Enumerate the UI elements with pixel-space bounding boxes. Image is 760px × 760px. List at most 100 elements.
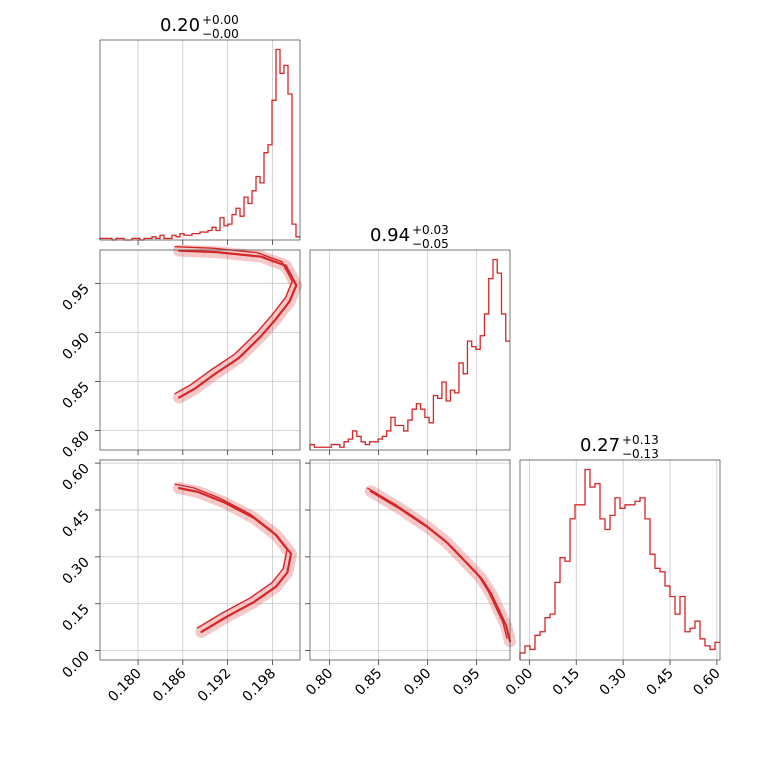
histogram-panel-2: 0.00 0.15 0.30 0.45 0.60 0.27 +0.13−0.13 bbox=[503, 433, 724, 699]
sample-point bbox=[206, 631, 209, 634]
sample-point bbox=[510, 628, 513, 631]
sample-point bbox=[498, 617, 501, 620]
x-tick-label: 0.90 bbox=[401, 666, 434, 699]
sample-point bbox=[379, 501, 382, 504]
sample-point bbox=[503, 613, 506, 616]
panel-title: 0.27 bbox=[580, 435, 620, 456]
sample-point bbox=[289, 289, 292, 292]
contour-line-inner bbox=[369, 490, 512, 643]
y-tick-label: 0.60 bbox=[59, 461, 92, 494]
sample-point bbox=[484, 580, 487, 583]
sample-point bbox=[440, 542, 443, 545]
y-tick-label: 0.15 bbox=[59, 601, 92, 634]
sample-point bbox=[263, 596, 266, 599]
contour-fill-band bbox=[173, 244, 303, 404]
sample-point bbox=[268, 329, 271, 332]
sample-point bbox=[291, 269, 294, 272]
x-tick-label: 0.30 bbox=[597, 666, 630, 699]
y-tick-label: 0.90 bbox=[59, 330, 92, 363]
x-tick-label: 0.198 bbox=[240, 666, 280, 706]
sample-point bbox=[470, 571, 473, 574]
sample-point bbox=[475, 569, 478, 572]
contour-line-inner bbox=[178, 487, 293, 633]
y-tick-label: 0.00 bbox=[59, 648, 92, 681]
sample-point bbox=[252, 339, 255, 342]
contour-panel-1-2: 0.80 0.85 0.90 0.95 bbox=[303, 459, 516, 699]
sample-point bbox=[272, 537, 275, 539]
sample-point bbox=[283, 540, 286, 543]
sample-point bbox=[288, 278, 291, 281]
sample-point bbox=[365, 487, 368, 490]
histogram-step-line bbox=[309, 258, 510, 450]
sample-point bbox=[249, 600, 252, 603]
sample-point bbox=[224, 254, 227, 257]
sample-point bbox=[512, 635, 515, 638]
sample-point bbox=[221, 372, 224, 375]
sample-point bbox=[485, 590, 488, 593]
sample-point bbox=[279, 318, 282, 321]
sample-point bbox=[492, 605, 495, 608]
panel-frame bbox=[309, 249, 511, 451]
histogram-step-line bbox=[99, 48, 300, 241]
sample-point bbox=[183, 492, 186, 494]
x-tick-label: 0.15 bbox=[550, 666, 583, 699]
panel-frame bbox=[99, 459, 301, 661]
x-tick-label: 0.80 bbox=[303, 666, 336, 699]
title-plus-error: +0.00 bbox=[202, 13, 239, 27]
contour-fill-band bbox=[364, 485, 516, 648]
sample-point bbox=[219, 365, 222, 368]
sample-point bbox=[288, 570, 291, 573]
sample-point bbox=[480, 583, 483, 586]
panel-frame bbox=[99, 39, 301, 241]
sample-point bbox=[279, 545, 282, 548]
sample-point bbox=[269, 261, 272, 264]
sample-point bbox=[236, 613, 239, 616]
histogram-step-line bbox=[519, 468, 720, 660]
histogram-panel-1: 0.94 +0.03−0.05 bbox=[309, 223, 511, 455]
sample-point bbox=[296, 280, 299, 283]
x-tick-label: 0.180 bbox=[105, 666, 145, 706]
y-tick-label: 0.30 bbox=[59, 554, 92, 587]
x-tick-label: 0.186 bbox=[150, 665, 190, 705]
x-tick-label: 0.85 bbox=[352, 666, 385, 699]
title-plus-error: +0.03 bbox=[412, 223, 449, 237]
x-tick-label: 0.45 bbox=[643, 666, 676, 699]
sample-point bbox=[473, 567, 476, 570]
sample-point bbox=[222, 615, 225, 618]
contour-line-outer bbox=[174, 245, 293, 395]
sample-point bbox=[285, 543, 288, 546]
sample-point bbox=[461, 554, 464, 557]
sample-point bbox=[280, 574, 283, 577]
sample-point bbox=[251, 256, 254, 259]
title-plus-error: +0.13 bbox=[622, 433, 659, 447]
panel-title: 0.20 bbox=[160, 15, 200, 36]
sample-point bbox=[413, 522, 416, 525]
sample-point bbox=[248, 343, 250, 346]
panel-frame bbox=[99, 249, 301, 451]
title-minus-error: −0.00 bbox=[202, 27, 239, 41]
sample-point bbox=[492, 592, 495, 595]
sample-point bbox=[448, 550, 451, 553]
sample-point bbox=[189, 487, 192, 490]
x-tick-label: 0.95 bbox=[450, 666, 483, 699]
sample-point bbox=[274, 580, 277, 583]
sample-point bbox=[294, 553, 297, 556]
sample-point bbox=[481, 574, 484, 577]
sample-point bbox=[285, 298, 288, 301]
y-tick-label: 0.80 bbox=[59, 428, 92, 461]
sample-point bbox=[292, 562, 295, 565]
y-tick-label: 0.95 bbox=[59, 281, 92, 314]
sample-point bbox=[496, 600, 499, 603]
sample-point bbox=[489, 587, 492, 590]
sample-point bbox=[270, 320, 273, 323]
histogram-panel-0: 0.20 +0.00−0.00 bbox=[99, 13, 301, 245]
sample-point bbox=[267, 532, 270, 535]
sample-point bbox=[462, 565, 465, 568]
sample-point bbox=[290, 548, 293, 551]
sample-point bbox=[506, 618, 509, 621]
sample-point bbox=[206, 381, 209, 384]
x-tick-label: 0.60 bbox=[690, 666, 723, 699]
contour-line-outer bbox=[174, 483, 288, 629]
y-tick-label: 0.45 bbox=[59, 508, 92, 541]
